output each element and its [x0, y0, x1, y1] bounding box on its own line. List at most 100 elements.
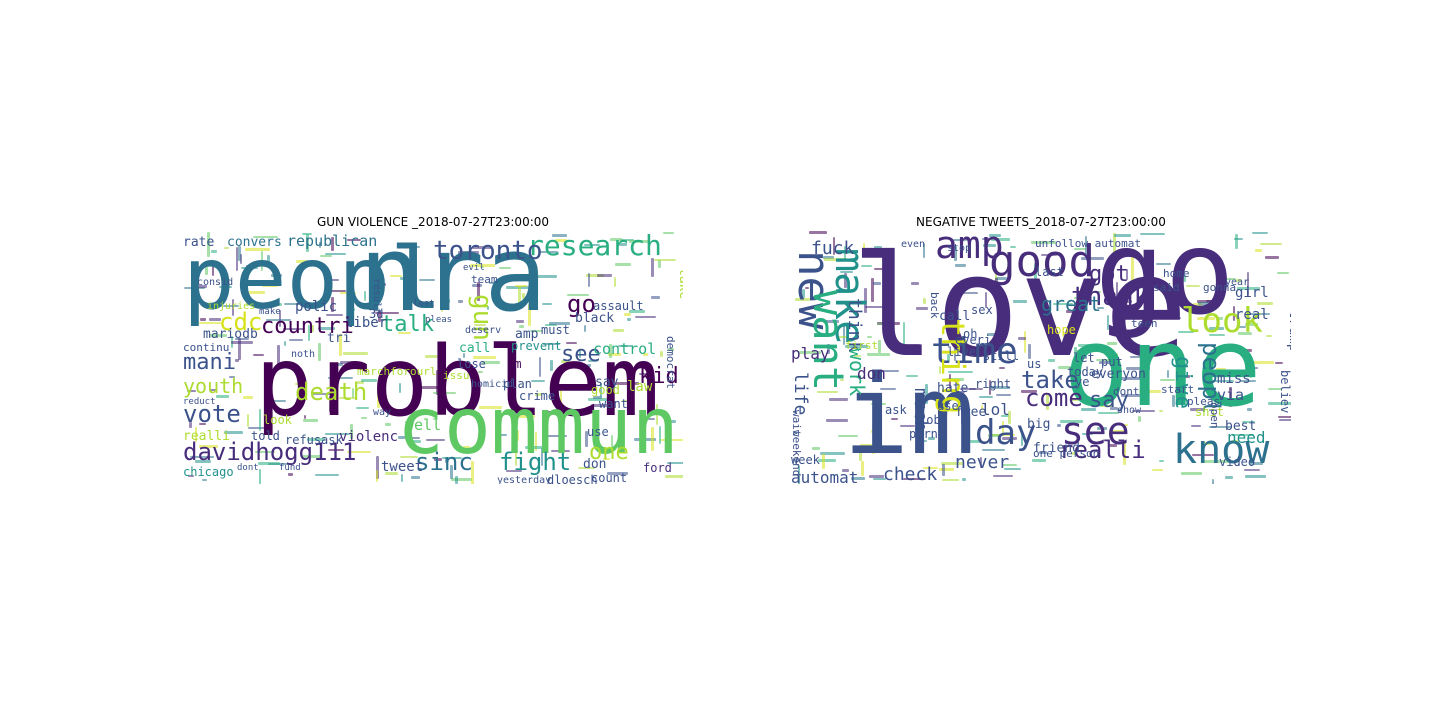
filler-word-mark — [536, 275, 557, 278]
right-cloud-word: job — [919, 413, 941, 427]
right-cloud-word: via — [1217, 386, 1245, 404]
filler-word-mark — [1107, 315, 1109, 330]
filler-word-mark — [880, 388, 896, 390]
filler-word-mark — [1229, 387, 1232, 407]
filler-word-mark — [651, 296, 660, 299]
filler-word-mark — [993, 475, 1013, 477]
filler-word-mark — [953, 239, 967, 241]
filler-word-mark — [199, 423, 206, 425]
filler-word-mark — [247, 414, 249, 427]
filler-word-mark — [1260, 243, 1282, 245]
filler-word-mark — [1114, 252, 1127, 254]
left-cloud-word: say — [595, 375, 619, 390]
filler-word-mark — [489, 282, 505, 284]
filler-word-mark — [412, 440, 421, 443]
filler-word-mark — [983, 244, 996, 247]
filler-word-mark — [795, 298, 810, 301]
filler-word-mark — [1002, 464, 1017, 466]
filler-word-mark — [374, 283, 386, 286]
right-cloud-word: come — [1025, 384, 1083, 412]
filler-word-mark — [979, 396, 993, 398]
filler-word-mark — [873, 282, 881, 285]
filler-word-mark — [1233, 306, 1235, 321]
filler-word-mark — [1225, 476, 1233, 479]
filler-word-mark — [656, 404, 658, 425]
filler-word-mark — [1039, 451, 1047, 454]
filler-word-mark — [219, 286, 232, 288]
filler-word-mark — [191, 285, 207, 288]
filler-word-mark — [920, 440, 927, 442]
right-cloud-word: say — [1089, 388, 1129, 413]
left-cloud-word: one — [589, 440, 629, 465]
filler-word-mark — [1041, 254, 1057, 256]
filler-word-mark — [579, 349, 581, 358]
right-cloud-word: thank — [1071, 282, 1150, 312]
filler-word-mark — [962, 478, 966, 481]
filler-word-mark — [331, 297, 334, 312]
filler-word-mark — [190, 456, 214, 458]
left-cloud-word: take — [676, 268, 683, 300]
filler-word-mark — [1116, 353, 1118, 364]
filler-word-mark — [1183, 275, 1186, 282]
filler-word-mark — [458, 300, 463, 303]
filler-word-mark — [818, 459, 836, 462]
filler-word-mark — [1113, 233, 1116, 256]
right-cloud-word: even — [901, 239, 926, 250]
filler-word-mark — [1028, 344, 1031, 359]
filler-word-mark — [295, 383, 303, 385]
filler-word-mark — [619, 243, 627, 246]
filler-word-mark — [209, 318, 221, 321]
filler-word-mark — [1198, 302, 1210, 305]
filler-word-mark — [873, 478, 886, 480]
filler-word-mark — [874, 268, 889, 270]
left-cloud-word: well — [405, 416, 442, 434]
filler-word-mark — [845, 345, 868, 348]
filler-word-mark — [401, 474, 403, 482]
filler-word-mark — [942, 479, 959, 481]
left-cloud-word: result — [371, 278, 382, 315]
filler-word-mark — [1211, 380, 1234, 382]
right-cloud-word: ask — [885, 403, 907, 417]
filler-word-mark — [1001, 415, 1009, 417]
filler-word-mark — [1266, 335, 1272, 337]
filler-word-mark — [1110, 407, 1118, 410]
filler-word-mark — [863, 243, 865, 255]
filler-word-mark — [1140, 233, 1165, 235]
filler-word-mark — [961, 280, 971, 282]
filler-word-mark — [827, 344, 830, 354]
filler-word-mark — [1142, 287, 1153, 289]
filler-word-mark — [357, 381, 364, 384]
filler-word-mark — [1127, 330, 1134, 332]
left-cloud-word: control — [593, 340, 657, 358]
filler-word-mark — [473, 356, 496, 359]
filler-word-mark — [584, 244, 600, 246]
right-cloud-word: first — [845, 339, 879, 352]
filler-word-mark — [1197, 317, 1215, 320]
filler-word-mark — [275, 410, 297, 413]
filler-word-mark — [1158, 317, 1181, 319]
filler-word-mark — [189, 422, 192, 428]
right-cloud-word: play — [791, 344, 830, 363]
filler-word-mark — [1238, 326, 1246, 328]
filler-word-mark — [854, 355, 861, 357]
filler-word-mark — [923, 243, 925, 258]
filler-word-mark — [535, 393, 542, 396]
filler-word-mark — [499, 267, 511, 269]
right-cloud-word: shit — [1195, 405, 1224, 419]
right-cloud-word: time — [931, 331, 1018, 372]
filler-word-mark — [1013, 300, 1027, 303]
filler-word-mark — [371, 273, 373, 278]
filler-word-mark — [511, 415, 535, 418]
right-cloud-word: dont — [1113, 385, 1140, 398]
filler-word-mark — [515, 444, 517, 466]
right-cloud-word: best — [1225, 419, 1257, 434]
filler-word-mark — [271, 274, 282, 277]
filler-word-mark — [1048, 359, 1055, 362]
filler-word-mark — [948, 371, 973, 373]
left-cloud-word: death — [295, 378, 368, 406]
left-cloud-word: law — [627, 379, 653, 395]
filler-word-mark — [1078, 344, 1090, 347]
filler-word-mark — [1074, 297, 1092, 299]
filler-word-mark — [989, 386, 1010, 389]
left-cloud-word: want — [599, 397, 628, 411]
